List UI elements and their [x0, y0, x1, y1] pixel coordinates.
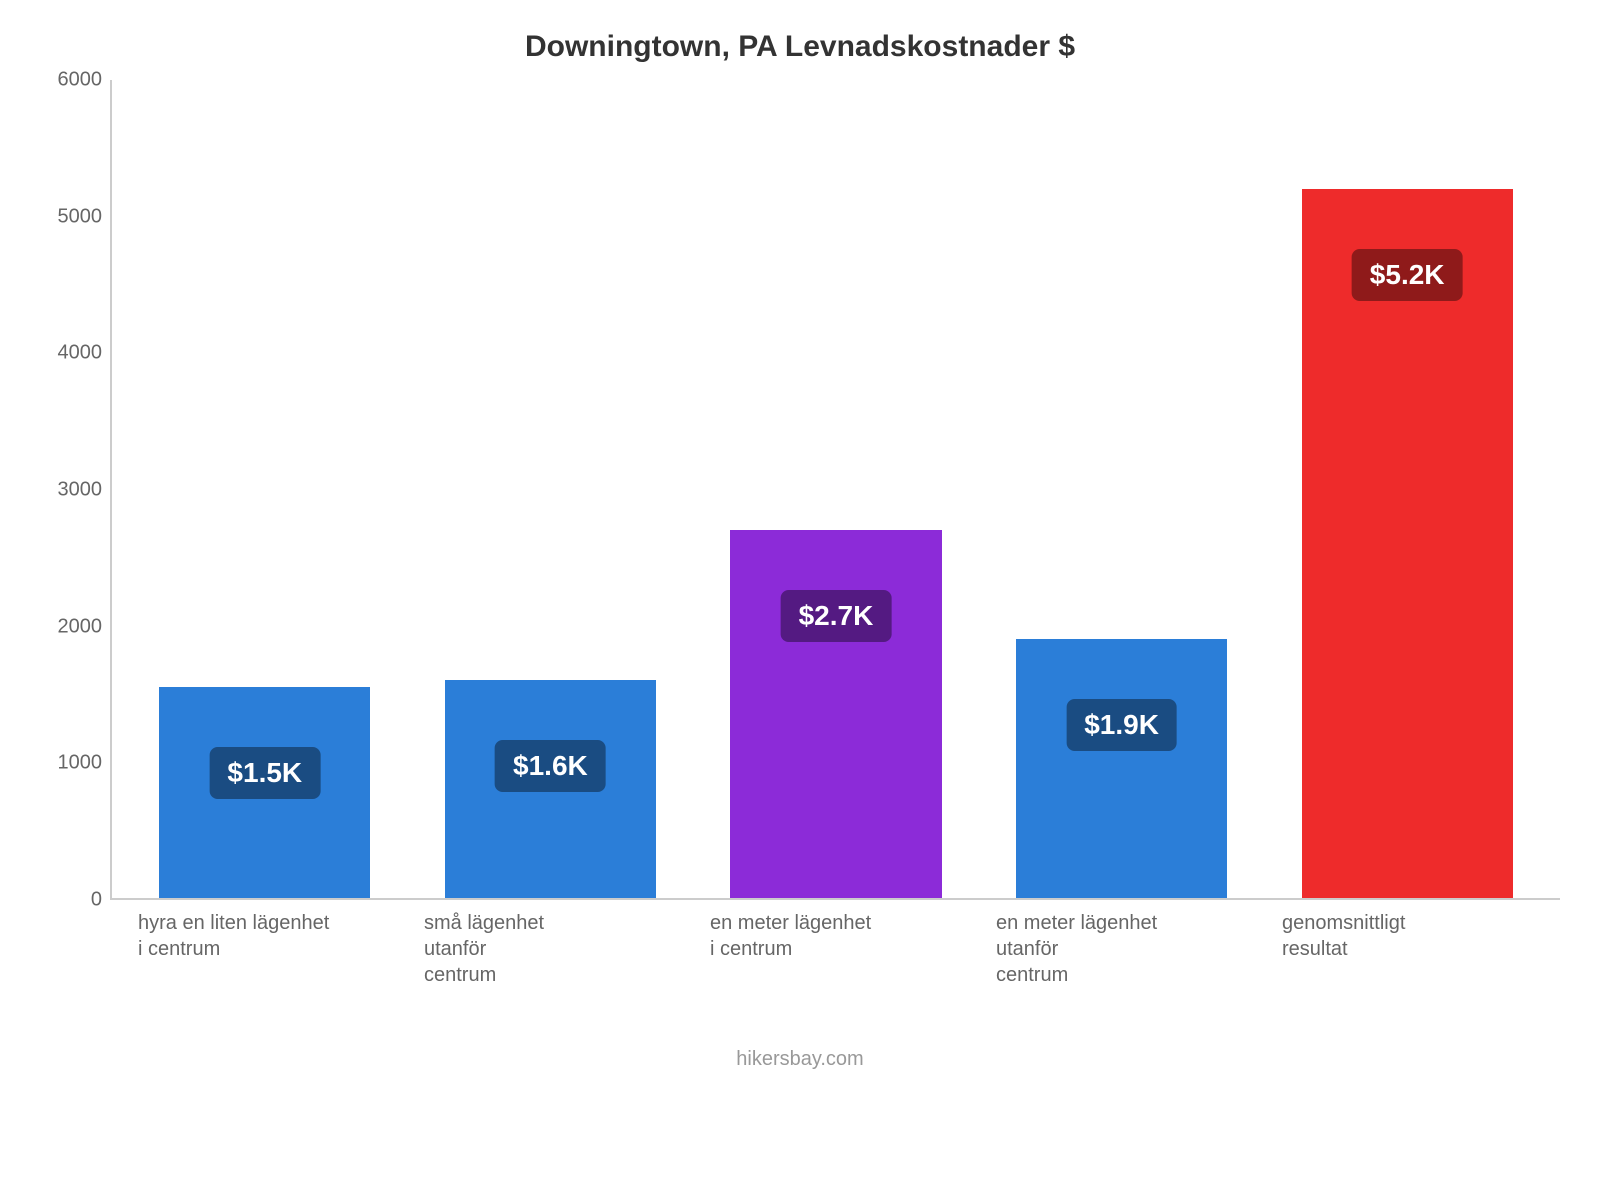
- attribution-text: hikersbay.com: [40, 1048, 1560, 1071]
- x-tick-slot: en meter lägenhet utanför centrum: [978, 900, 1264, 988]
- y-axis: 0100020003000400050006000: [40, 80, 110, 900]
- plot-area: $1.5K $1.6K $2.7K $1.9K $5.2K: [110, 80, 1560, 900]
- y-tick-label: 3000: [42, 479, 102, 502]
- bar: $2.7K: [730, 530, 941, 898]
- x-tick-slot: små lägenhet utanför centrum: [406, 900, 692, 988]
- bar-value-label: $2.7K: [781, 590, 892, 642]
- bar-value-label: $1.9K: [1066, 699, 1177, 751]
- bars-group: $1.5K $1.6K $2.7K $1.9K $5.2K: [112, 80, 1560, 898]
- x-tick-label: hyra en liten lägenhet i centrum: [138, 910, 329, 988]
- y-tick-label: 4000: [42, 342, 102, 365]
- y-tick-label: 2000: [42, 615, 102, 638]
- x-tick-slot: genomsnittligt resultat: [1264, 900, 1550, 988]
- y-tick-label: 0: [42, 889, 102, 912]
- bar-slot: $1.9K: [979, 80, 1265, 898]
- y-tick-label: 1000: [42, 752, 102, 775]
- x-tick-label: små lägenhet utanför centrum: [424, 910, 544, 988]
- plot-row: 0100020003000400050006000 $1.5K$1.6K$2.7…: [40, 80, 1560, 900]
- bar-value-label: $1.5K: [209, 747, 320, 799]
- x-tick-label: en meter lägenhet utanför centrum: [996, 910, 1157, 988]
- bar-slot: $5.2K: [1264, 80, 1550, 898]
- chart-title: Downingtown, PA Levnadskostnader $: [40, 30, 1560, 64]
- y-tick-label: 6000: [42, 69, 102, 92]
- x-tick-slot: hyra en liten lägenhet i centrum: [120, 900, 406, 988]
- bar-value-label: $1.6K: [495, 740, 606, 792]
- x-tick-label: en meter lägenhet i centrum: [710, 910, 871, 988]
- bar: $1.5K: [159, 687, 370, 898]
- bar-slot: $1.6K: [408, 80, 694, 898]
- x-tick-slot: en meter lägenhet i centrum: [692, 900, 978, 988]
- bar: $5.2K: [1302, 189, 1513, 898]
- chart-container: Downingtown, PA Levnadskostnader $ 0 1000…: [0, 0, 1600, 1200]
- bar: $1.9K: [1016, 639, 1227, 898]
- x-axis: hyra en liten lägenhet i centrum små läge…: [110, 900, 1560, 988]
- y-tick-label: 5000: [42, 205, 102, 228]
- x-tick-label: genomsnittligt resultat: [1282, 910, 1405, 988]
- bar-slot: $2.7K: [693, 80, 979, 898]
- bar: $1.6K: [445, 680, 656, 898]
- bar-slot: $1.5K: [122, 80, 408, 898]
- bar-value-label: $5.2K: [1352, 249, 1463, 301]
